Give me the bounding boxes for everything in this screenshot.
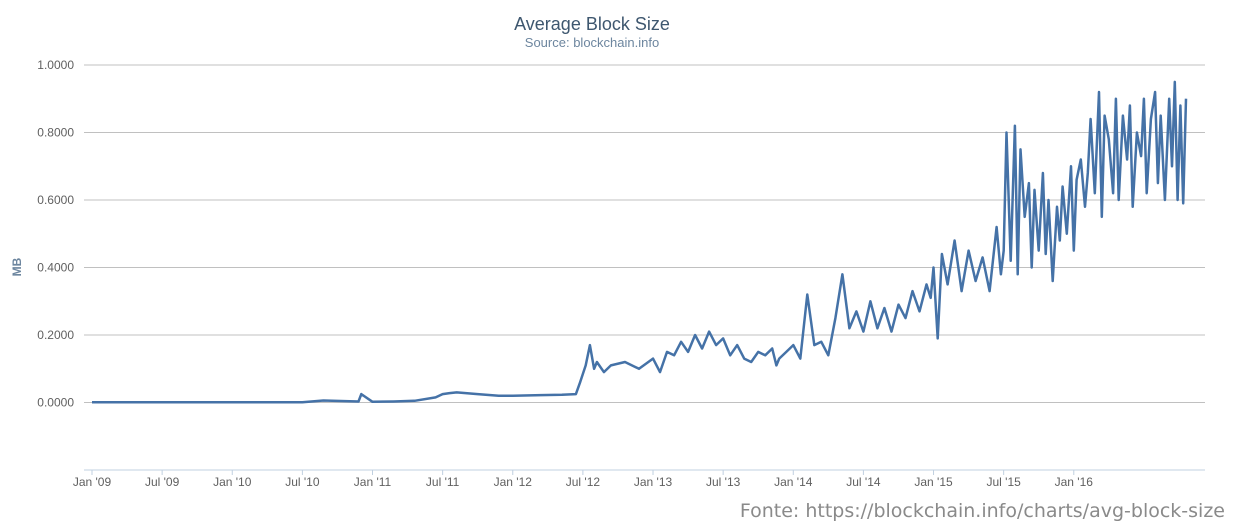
- series-group: [92, 80, 1188, 404]
- x-tick-label: Jul '15: [986, 475, 1021, 489]
- x-tick-label: Jan '11: [354, 475, 392, 489]
- x-tick-label: Jul '14: [846, 475, 881, 489]
- source-footer: Fonte: https://blockchain.info/charts/av…: [739, 500, 1225, 522]
- series-line: [92, 80, 1188, 404]
- y-tick-label: 0.0000: [37, 396, 74, 410]
- y-tick-label: 0.8000: [37, 126, 74, 140]
- y-tick-label: 0.2000: [37, 328, 74, 342]
- x-tick-label: Jan '15: [914, 475, 953, 489]
- x-tick-label: Jan '14: [774, 475, 813, 489]
- y-axis-ticks: 0.0000 0.2000 0.4000 0.6000 0.8000 1.0000: [37, 58, 74, 410]
- x-tick-label: Jul '09: [145, 475, 180, 489]
- gridlines: [84, 64, 1205, 403]
- x-tick-label: Jul '10: [285, 475, 320, 489]
- x-tick-label: Jul '12: [566, 475, 601, 489]
- x-axis: Jan '09 Jul '09 Jan '10 Jul '10 Jan '11 Jul '…: [73, 469, 1205, 489]
- x-tick-label: Jan '13: [634, 475, 673, 489]
- x-tick-label: Jul '13: [706, 475, 741, 489]
- y-tick-label: 0.6000: [37, 193, 74, 207]
- x-tick-label: Jan '16: [1055, 475, 1094, 489]
- x-tick-label: Jan '10: [213, 475, 252, 489]
- y-tick-label: 1.0000: [37, 58, 74, 72]
- x-tick-label: Jan '09: [73, 475, 112, 489]
- x-tick-label: Jul '11: [426, 475, 460, 489]
- chart-title: Average Block Size: [514, 14, 670, 34]
- chart-subtitle: Source: blockchain.info: [525, 35, 659, 50]
- y-tick-label: 0.4000: [37, 261, 74, 275]
- y-axis-label: MB: [10, 257, 24, 276]
- x-tick-label: Jan '12: [494, 475, 533, 489]
